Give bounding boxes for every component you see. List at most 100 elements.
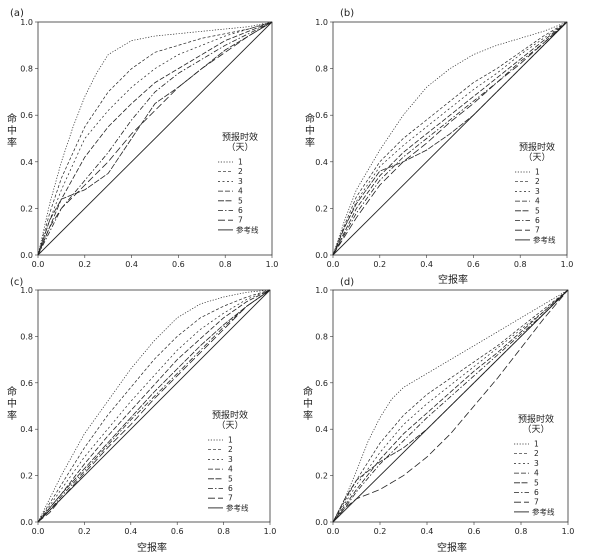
- series-line-4: [332, 289, 569, 523]
- legend-label: 6: [238, 206, 243, 215]
- y-tick-label: 0.4: [20, 425, 33, 434]
- series-line-reference: [332, 289, 569, 523]
- legend-label: 1: [535, 168, 540, 177]
- x-axis-title: 空报率: [137, 541, 167, 554]
- x-tick-label: 0.4: [420, 260, 433, 269]
- legend-label: 5: [238, 196, 243, 205]
- series-line-3: [37, 289, 271, 523]
- x-tick-label: 0.8: [217, 527, 230, 536]
- x-tick-label: 0.4: [125, 260, 138, 269]
- legend-label: 4: [238, 187, 243, 196]
- legend-title: 预报时效（天）: [518, 413, 554, 435]
- plot-frame: [332, 289, 569, 523]
- y-tick-label: 0.4: [315, 425, 328, 434]
- panel-label: (d): [340, 277, 354, 288]
- series-line-7: [37, 289, 271, 523]
- x-tick-label: 1.0: [264, 527, 277, 536]
- series-line-3: [37, 21, 273, 256]
- series-line-5: [37, 21, 273, 256]
- y-axis-title: 命中率: [7, 112, 17, 149]
- legend-label: 3: [534, 459, 539, 468]
- series-line-2: [332, 21, 568, 256]
- series-line-reference: [37, 21, 273, 256]
- panel-label: (a): [10, 8, 24, 19]
- y-axis-title: 命中率: [305, 112, 315, 149]
- legend-title: 预报时效（天）: [222, 131, 258, 153]
- series-line-4: [37, 289, 271, 523]
- panel-c: (c) 0.0 0.2 0.4 0.6 0.8 1.0 0.0 0.2 0.4 0.6 0.8 1.0 命…: [7, 277, 276, 554]
- y-axis-title: 命中率: [7, 385, 17, 422]
- x-tick-label: 0.4: [421, 527, 434, 536]
- panel-d: (d) 0.0 0.2 0.4 0.6 0.8 1.0 0.0 0.2 0.4 0.6 0.8 1.0 命…: [303, 277, 574, 554]
- x-tick-label: 1.0: [266, 260, 279, 269]
- legend-label: 参考线: [226, 502, 249, 512]
- x-tick-label: 0.8: [515, 527, 528, 536]
- panel-label: (c): [10, 277, 23, 288]
- legend-label: 5: [228, 474, 233, 483]
- legend-label: 1: [238, 158, 243, 167]
- series-line-2: [37, 289, 271, 523]
- x-tick-label: 0.8: [219, 260, 232, 269]
- series-line-6: [37, 21, 273, 256]
- x-tick-label: 0.6: [467, 260, 480, 269]
- y-tick-label: 0.8: [315, 332, 328, 341]
- legend-label: 7: [228, 494, 233, 503]
- x-tick-label: 1.0: [562, 527, 575, 536]
- series-line-6: [332, 289, 569, 523]
- legend-label: 2: [534, 449, 539, 458]
- x-tick-label: 0.2: [374, 527, 387, 536]
- plot-frame: [37, 21, 273, 256]
- y-tick-label: 0.2: [20, 204, 33, 213]
- legend-label: 6: [228, 484, 233, 493]
- legend-label: 3: [228, 455, 233, 464]
- legend-label: 6: [535, 216, 540, 225]
- y-axis-title: 命中率: [303, 385, 313, 422]
- legend-label: 3: [535, 187, 540, 196]
- legend-title: 预报时效（天）: [212, 409, 248, 431]
- series-line-2: [37, 21, 273, 256]
- series-line-7: [332, 21, 568, 256]
- y-tick-label: 0.2: [315, 204, 328, 213]
- legend-label: 4: [535, 197, 540, 206]
- panel-b: (b) 0.0 0.2 0.4 0.6 0.8 1.0 0.0 0.2 0.4 0.6 0.8 1.0 命…: [305, 8, 573, 286]
- y-tick-label: 0.0: [20, 251, 33, 260]
- panel-label: (b): [340, 8, 354, 19]
- legend-label: 2: [228, 445, 233, 454]
- legend-label: 参考线: [532, 506, 555, 516]
- y-tick-label: 0.0: [315, 251, 328, 260]
- x-axis-title: 空报率: [437, 541, 467, 554]
- x-tick-label: 0.0: [327, 260, 340, 269]
- x-tick-label: 0.4: [124, 527, 137, 536]
- legend-label: 1: [228, 436, 233, 445]
- y-tick-label: 1.0: [315, 18, 328, 27]
- plot-frame: [37, 289, 271, 523]
- x-tick-label: 0.0: [32, 260, 45, 269]
- x-tick-label: 0.6: [171, 527, 184, 536]
- series-line-reference: [332, 21, 568, 256]
- x-tick-label: 0.2: [78, 527, 91, 536]
- series-line-4: [332, 21, 568, 256]
- series-line-3: [332, 289, 569, 523]
- y-tick-label: 0.4: [315, 158, 328, 167]
- legend-label: 5: [535, 206, 540, 215]
- legend-label: 3: [238, 177, 243, 186]
- series-line-1: [37, 21, 273, 256]
- x-tick-label: 1.0: [561, 260, 574, 269]
- y-tick-label: 1.0: [315, 286, 328, 295]
- y-tick-label: 0.0: [20, 518, 33, 527]
- y-tick-label: 0.0: [315, 518, 328, 527]
- legend-label: 6: [534, 488, 539, 497]
- series-line-7: [37, 21, 273, 256]
- legend-label: 2: [535, 177, 540, 186]
- y-tick-label: 1.0: [20, 286, 33, 295]
- y-tick-label: 1.0: [20, 18, 33, 27]
- y-tick-label: 0.8: [20, 332, 33, 341]
- y-tick-label: 0.4: [20, 158, 33, 167]
- legend-label: 1: [534, 440, 539, 449]
- legend-label: 5: [534, 478, 539, 487]
- y-tick-label: 0.6: [315, 111, 328, 120]
